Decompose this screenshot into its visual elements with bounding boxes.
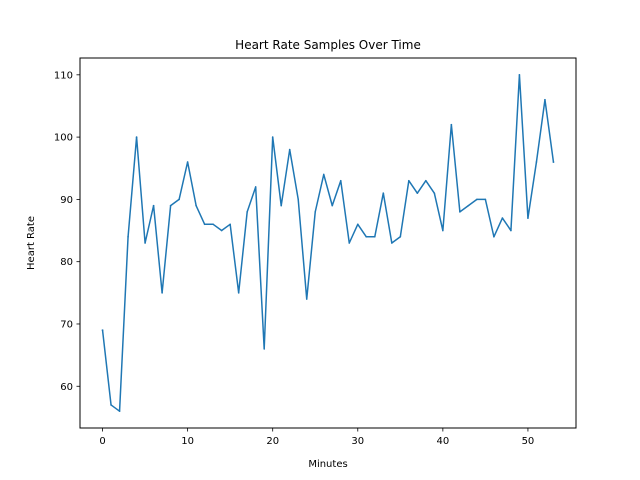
plot-area — [101, 74, 555, 412]
data-point — [101, 329, 104, 332]
data-point — [416, 192, 419, 194]
data-point — [195, 204, 197, 207]
y-tick-label: 70 — [60, 319, 73, 330]
data-point — [254, 186, 257, 188]
data-point — [110, 404, 112, 406]
data-point — [356, 223, 359, 226]
y-tick-label: 60 — [60, 382, 73, 393]
data-point — [178, 198, 180, 201]
data-point — [544, 98, 546, 101]
data-point — [135, 136, 138, 138]
data-point — [518, 74, 521, 76]
data-point — [271, 136, 274, 138]
y-tick-label: 100 — [54, 133, 73, 144]
y-tick-label: 80 — [60, 257, 73, 268]
data-point — [450, 123, 453, 126]
data-point — [425, 179, 427, 182]
data-point — [348, 242, 351, 244]
y-tick-label: 110 — [54, 70, 73, 81]
data-point — [399, 235, 402, 238]
data-point — [186, 161, 189, 163]
data-point — [433, 192, 436, 194]
data-point — [365, 235, 368, 238]
data-point — [144, 242, 146, 244]
y-tick-label: 90 — [60, 195, 73, 206]
series-line — [101, 74, 555, 412]
y-axis: 60 70 80 90 100 110 — [54, 70, 80, 393]
data-point — [382, 192, 385, 194]
data-point — [484, 198, 487, 201]
data-point — [161, 292, 163, 294]
chart-title: Heart Rate Samples Over Time — [235, 38, 421, 52]
x-tick-label: 20 — [266, 436, 279, 447]
x-tick-label: 0 — [99, 436, 105, 447]
data-point — [237, 292, 240, 294]
data-point — [263, 348, 265, 350]
data-point — [305, 298, 308, 300]
x-axis: 0 10 20 30 40 50 — [99, 428, 534, 447]
data-point — [527, 217, 529, 219]
x-axis-title: Minutes — [308, 459, 347, 470]
data-point — [493, 235, 495, 238]
data-point — [552, 161, 555, 163]
data-point — [280, 204, 283, 207]
x-tick-label: 30 — [351, 436, 364, 447]
data-point — [212, 223, 214, 226]
data-point — [459, 211, 461, 213]
x-tick-label: 50 — [522, 436, 535, 447]
data-point — [152, 204, 155, 207]
data-point — [339, 179, 342, 182]
data-point — [476, 198, 478, 201]
x-tick-label: 40 — [436, 436, 449, 447]
data-point — [442, 229, 444, 232]
data-point — [322, 173, 325, 176]
data-point — [297, 198, 300, 201]
data-point — [220, 229, 223, 232]
data-point — [246, 211, 248, 213]
data-point — [229, 223, 231, 226]
x-tick-label: 10 — [181, 436, 194, 447]
data-point — [501, 217, 504, 219]
data-point — [314, 211, 317, 213]
plot-frame — [79, 57, 577, 429]
data-point — [535, 161, 538, 163]
data-point — [408, 179, 410, 182]
data-point — [169, 204, 172, 207]
data-point — [127, 235, 129, 238]
data-point — [331, 204, 334, 207]
data-point — [118, 410, 121, 412]
data-point — [288, 148, 291, 151]
data-point — [467, 204, 470, 207]
data-point — [373, 235, 376, 238]
y-axis-title: Heart Rate — [26, 216, 37, 270]
data-point — [510, 229, 512, 232]
data-point — [391, 242, 393, 244]
data-point — [203, 223, 206, 226]
